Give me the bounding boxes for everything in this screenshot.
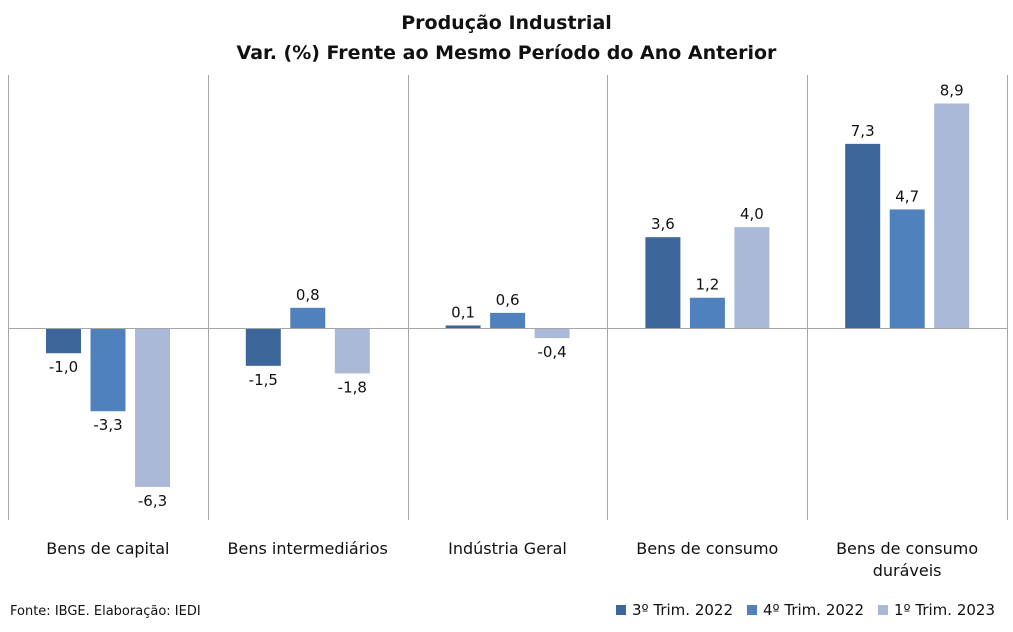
- data-label-series-2: 8,9: [940, 82, 964, 100]
- data-label-series-0: 0,1: [451, 303, 475, 321]
- data-label-series-2: -6,3: [138, 492, 167, 510]
- category-label: duráveis: [873, 561, 942, 580]
- data-label-series-1: 1,2: [695, 276, 719, 294]
- data-label-series-1: 4,7: [895, 187, 919, 205]
- bar-series-0: [645, 237, 681, 328]
- bar-series-2: [135, 328, 170, 487]
- bar-series-2: [734, 227, 770, 328]
- bar-series-1: [889, 209, 925, 328]
- data-label-series-0: -1,0: [49, 358, 78, 376]
- legend-item-series-0: 3º Trim. 2022: [616, 601, 733, 619]
- legend-item-series-1: 4º Trim. 2022: [747, 601, 864, 619]
- data-label-series-2: -0,4: [537, 343, 566, 361]
- legend-swatch-series-1: [747, 605, 757, 615]
- bar-series-1: [290, 307, 326, 328]
- category-label: Bens intermediários: [228, 539, 388, 558]
- legend-swatch-series-2: [878, 605, 888, 615]
- data-label-series-1: 0,6: [496, 291, 520, 309]
- bar-series-1: [490, 312, 526, 328]
- data-label-series-2: 4,0: [740, 205, 764, 223]
- data-label-series-2: -1,8: [338, 378, 367, 396]
- category-label: Bens de consumo: [636, 539, 778, 558]
- legend-swatch-series-0: [616, 605, 626, 615]
- chart-subtitle: Var. (%) Frente ao Mesmo Período do Ano …: [236, 42, 777, 64]
- data-label-series-0: 3,6: [651, 215, 675, 233]
- legend: 3º Trim. 2022 4º Trim. 2022 1º Trim. 202…: [616, 601, 995, 619]
- bar-series-2: [334, 328, 370, 374]
- bar-series-0: [445, 325, 481, 328]
- bar-series-2: [934, 103, 970, 328]
- legend-label-series-0: 3º Trim. 2022: [632, 601, 733, 619]
- bar-series-0: [245, 328, 281, 366]
- legend-label-series-2: 1º Trim. 2023: [894, 601, 995, 619]
- category-label: Bens de capital: [46, 539, 169, 558]
- bar-series-1: [689, 297, 725, 328]
- bar-series-1: [90, 328, 126, 412]
- category-label: Bens de consumo: [836, 539, 978, 558]
- bar-series-2: [534, 328, 570, 339]
- data-label-series-0: 7,3: [851, 122, 875, 140]
- data-label-series-1: -3,3: [93, 416, 122, 434]
- data-label-series-1: 0,8: [296, 286, 320, 304]
- source-note: Fonte: IBGE. Elaboração: IEDI: [10, 604, 201, 619]
- data-label-series-0: -1,5: [249, 371, 278, 389]
- legend-label-series-1: 4º Trim. 2022: [763, 601, 864, 619]
- legend-item-series-2: 1º Trim. 2023: [878, 601, 995, 619]
- bar-series-0: [845, 143, 881, 328]
- category-label: Indústria Geral: [448, 539, 567, 558]
- bar-series-0: [46, 328, 81, 354]
- chart-title: Produção Industrial: [401, 12, 612, 34]
